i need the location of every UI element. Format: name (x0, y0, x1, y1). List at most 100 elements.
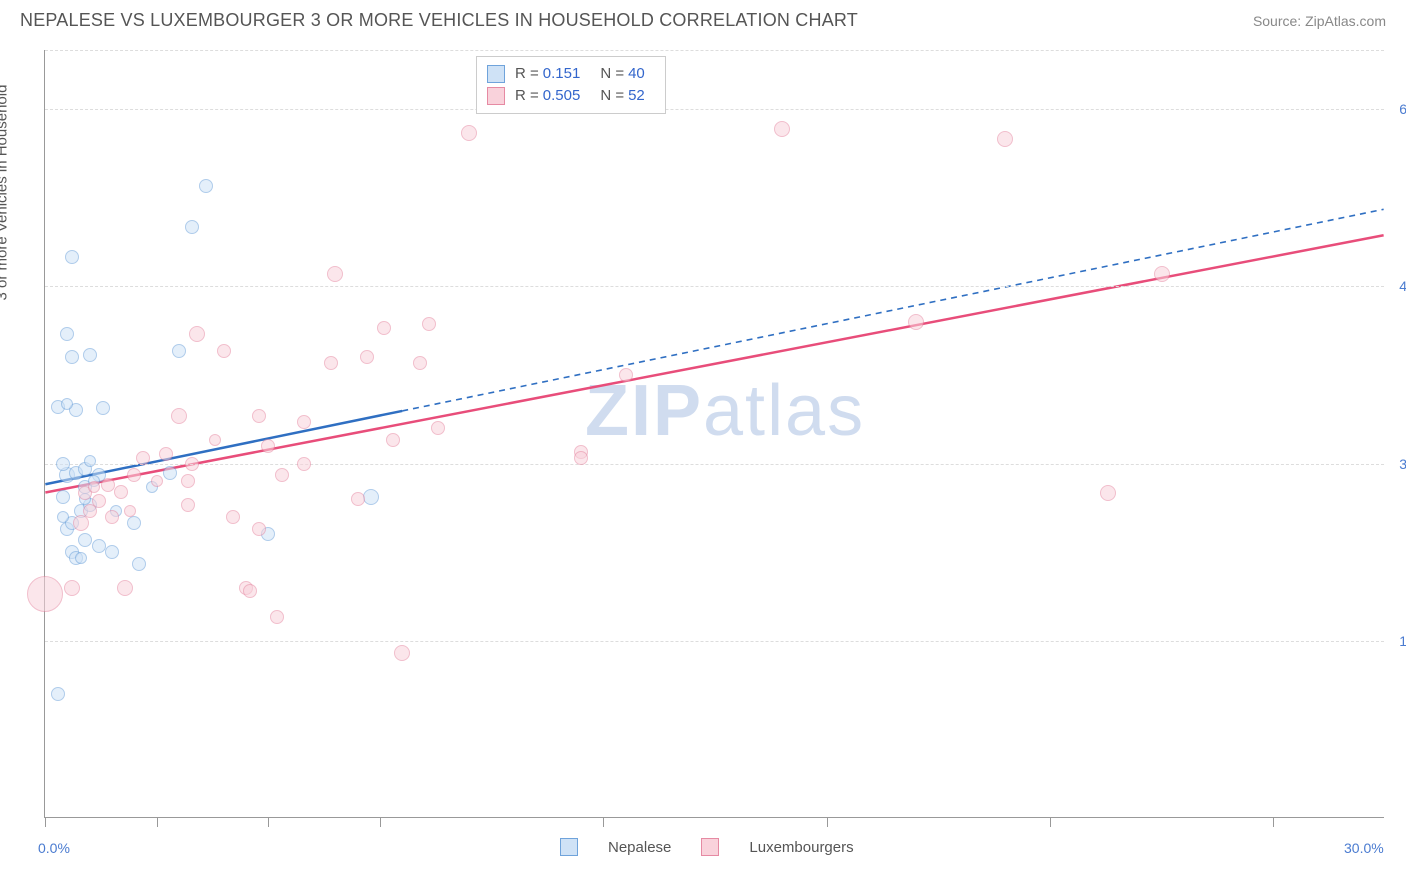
y-tick-label: 45.0% (1399, 278, 1406, 294)
data-point (88, 481, 100, 493)
chart-title: NEPALESE VS LUXEMBOURGER 3 OR MORE VEHIC… (20, 10, 858, 31)
data-point (151, 475, 163, 487)
data-point (270, 610, 284, 624)
data-point (105, 545, 119, 559)
data-point (1100, 485, 1116, 501)
data-point (181, 474, 195, 488)
swatch-luxembourgers-bottom (701, 838, 719, 856)
data-point (363, 489, 379, 505)
gridline (45, 641, 1384, 642)
data-point (65, 250, 79, 264)
data-point (84, 455, 96, 467)
data-point (243, 584, 257, 598)
series-legend: Nepalese Luxembourgers (560, 838, 854, 856)
data-point (297, 457, 311, 471)
data-point (386, 433, 400, 447)
data-point (413, 356, 427, 370)
x-tick (827, 817, 828, 827)
y-axis-title: 3 or more Vehicles in Household (0, 85, 11, 301)
data-point (127, 468, 141, 482)
data-point (159, 447, 173, 461)
data-point (226, 510, 240, 524)
data-point (324, 356, 338, 370)
data-point (92, 539, 106, 553)
data-point (275, 468, 289, 482)
data-point (181, 498, 195, 512)
data-point (57, 511, 69, 523)
data-point (377, 321, 391, 335)
data-point (908, 314, 924, 330)
watermark: ZIPatlas (585, 370, 865, 452)
data-point (114, 485, 128, 499)
data-point (171, 408, 187, 424)
data-point (997, 131, 1013, 147)
data-point (774, 121, 790, 137)
y-tick-label: 30.0% (1399, 456, 1406, 472)
data-point (61, 398, 73, 410)
gridline (45, 464, 1384, 465)
data-point (619, 368, 633, 382)
data-point (64, 580, 80, 596)
data-point (431, 421, 445, 435)
swatch-nepalese-bottom (560, 838, 578, 856)
source-label: Source: ZipAtlas.com (1253, 13, 1386, 29)
data-point (136, 451, 150, 465)
data-point (297, 415, 311, 429)
data-point (117, 580, 133, 596)
data-point (27, 576, 63, 612)
x-tick (45, 817, 46, 827)
x-tick (157, 817, 158, 827)
data-point (75, 552, 87, 564)
trend-lines (45, 50, 1384, 817)
data-point (101, 478, 115, 492)
legend-label-luxembourgers: Luxembourgers (749, 839, 853, 856)
x-tick (268, 817, 269, 827)
data-point (209, 434, 221, 446)
stats-row-luxembourgers: R =0.505 N =52 (487, 85, 655, 107)
gridline (45, 286, 1384, 287)
data-point (461, 125, 477, 141)
data-point (78, 533, 92, 547)
data-point (327, 266, 343, 282)
data-point (252, 409, 266, 423)
data-point (105, 510, 119, 524)
legend-label-nepalese: Nepalese (608, 839, 671, 856)
data-point (56, 490, 70, 504)
chart-plot-area: ZIPatlas 15.0%30.0%45.0%60.0% (44, 50, 1384, 818)
y-tick-label: 60.0% (1399, 101, 1406, 117)
data-point (163, 466, 177, 480)
data-point (394, 645, 410, 661)
x-tick (380, 817, 381, 827)
data-point (199, 179, 213, 193)
data-point (185, 220, 199, 234)
swatch-nepalese (487, 65, 505, 83)
data-point (261, 439, 275, 453)
data-point (217, 344, 231, 358)
data-point (574, 451, 588, 465)
data-point (65, 350, 79, 364)
data-point (132, 557, 146, 571)
data-point (56, 457, 70, 471)
data-point (51, 687, 65, 701)
data-point (422, 317, 436, 331)
data-point (189, 326, 205, 342)
stats-legend: R =0.151 N =40 R =0.505 N =52 (476, 56, 666, 114)
x-tick (1050, 817, 1051, 827)
data-point (60, 327, 74, 341)
x-tick (1273, 817, 1274, 827)
data-point (96, 401, 110, 415)
y-tick-label: 15.0% (1399, 633, 1406, 649)
swatch-luxembourgers (487, 87, 505, 105)
data-point (351, 492, 365, 506)
data-point (83, 348, 97, 362)
x-tick (603, 817, 604, 827)
stats-row-nepalese: R =0.151 N =40 (487, 63, 655, 85)
data-point (127, 516, 141, 530)
data-point (185, 457, 199, 471)
data-point (92, 494, 106, 508)
gridline (45, 50, 1384, 51)
data-point (360, 350, 374, 364)
data-point (252, 522, 266, 536)
x-axis-max-label: 30.0% (1344, 840, 1384, 856)
data-point (124, 505, 136, 517)
